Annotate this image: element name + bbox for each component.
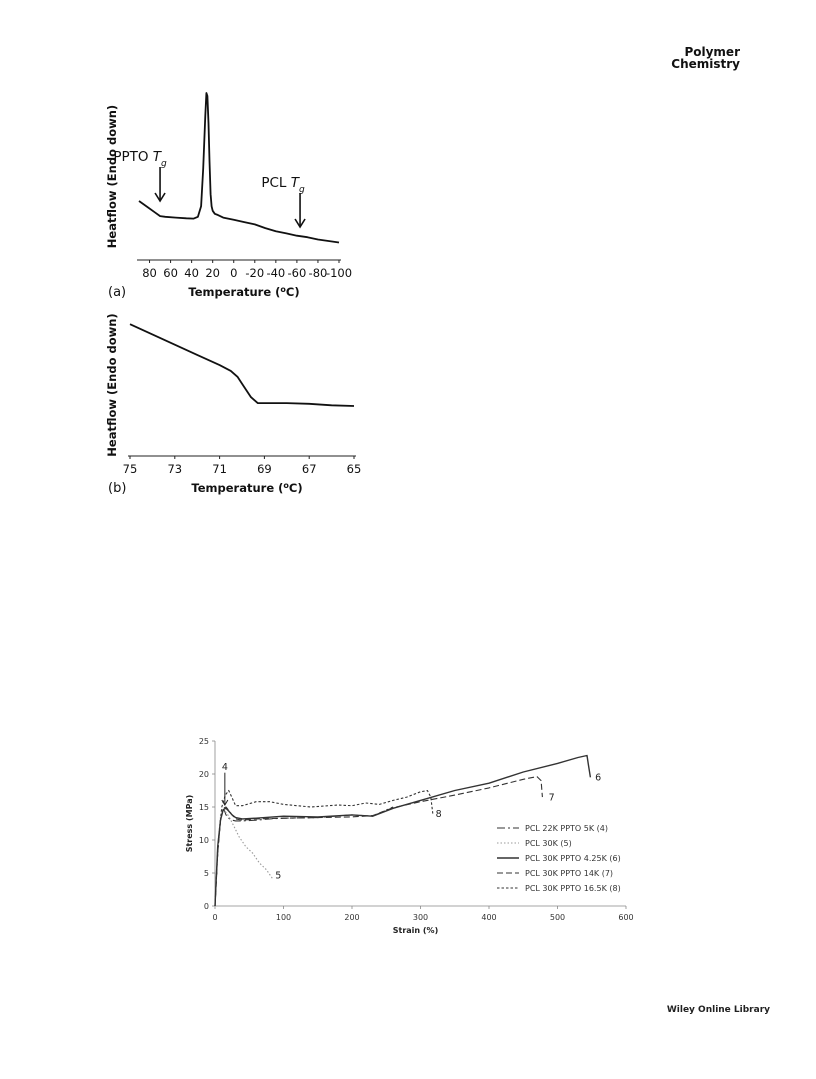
series-line bbox=[214, 810, 274, 907]
legend-entry: PCL 30K PPTO 4.25K (6) bbox=[525, 854, 621, 863]
y-tick-label: 0 bbox=[204, 902, 209, 911]
x-tick-label: 67 bbox=[302, 462, 317, 476]
dsc-panel-a: 80 60 40 20 0 -20 -40 -60 -80-100 Temperature (oC… bbox=[105, 92, 352, 300]
y-tick-label: 20 bbox=[199, 770, 209, 779]
panel-label: (b) bbox=[108, 481, 126, 496]
dsc-curve bbox=[129, 323, 355, 407]
journal-name-line1: Polymer bbox=[684, 45, 740, 59]
x-tick-label: 20 bbox=[205, 266, 220, 280]
series-line bbox=[214, 789, 434, 907]
x-tick-label: -40 bbox=[266, 266, 285, 280]
x-tick-label: -80 bbox=[309, 266, 328, 280]
x-tick-label: 600 bbox=[618, 913, 633, 922]
x-tick-label: 0 bbox=[212, 913, 217, 922]
journal-name: Polymer Chemistry bbox=[671, 46, 740, 70]
x-axis-label: Temperature (oC) bbox=[191, 481, 302, 496]
x-tick-label: 0 bbox=[230, 266, 237, 280]
series-line bbox=[214, 754, 592, 907]
x-tick-label: 60 bbox=[163, 266, 178, 280]
tg-annotation: PCL Tg bbox=[261, 175, 305, 195]
curve-end-label: 5 bbox=[275, 870, 281, 881]
y-axis-label: Heatflow (Endo down) bbox=[105, 105, 119, 248]
dsc-panel-b: 75 73 71 69 67 65 Temperature (oC) Heatflow (En… bbox=[105, 313, 361, 496]
y-axis-label: Stress (MPa) bbox=[185, 795, 194, 853]
legend-entry: PCL 30K (5) bbox=[525, 839, 572, 848]
journal-name-line2: Chemistry bbox=[671, 57, 740, 71]
tg-arrow-head bbox=[294, 218, 306, 229]
x-axis-label: Strain (%) bbox=[393, 926, 438, 935]
y-tick-label: 15 bbox=[199, 803, 209, 812]
y-tick-label: 25 bbox=[199, 737, 209, 746]
series-line bbox=[214, 806, 394, 907]
footer-brand: Wiley Online Library bbox=[666, 1005, 770, 1015]
x-tick-label: 65 bbox=[347, 462, 362, 476]
x-tick-label: 300 bbox=[413, 913, 428, 922]
y-axis-label: Heatflow (Endo down) bbox=[105, 313, 119, 456]
curve-end-label: 6 bbox=[595, 773, 601, 784]
x-tick-label: 80 bbox=[142, 266, 157, 280]
tg-annotation: PPTO Tg bbox=[113, 149, 167, 169]
x-tick-label: 40 bbox=[184, 266, 199, 280]
x-axis-label: Temperature (oC) bbox=[188, 285, 299, 300]
panel-label: (a) bbox=[108, 285, 126, 300]
tg-arrow-head bbox=[154, 192, 166, 203]
legend-entry: PCL 30K PPTO 16.5K (8) bbox=[525, 884, 621, 893]
x-tick-label: 75 bbox=[123, 462, 138, 476]
curve-end-label: 8 bbox=[436, 809, 442, 820]
x-tick-label: -20 bbox=[245, 266, 264, 280]
curve-end-label: 7 bbox=[549, 792, 555, 803]
curve-end-label: 4 bbox=[222, 762, 228, 773]
x-tick-label: -60 bbox=[287, 266, 306, 280]
stress-strain-chart: 0 100 200 300 400 500 600 0 5 10 15 20 25 Strain (%) S… bbox=[185, 737, 634, 935]
y-tick-label: 5 bbox=[204, 869, 209, 878]
x-tick-label: 200 bbox=[344, 913, 359, 922]
x-tick-label: 500 bbox=[550, 913, 565, 922]
y-tick-label: 10 bbox=[199, 836, 209, 845]
x-tick-label: 73 bbox=[167, 462, 182, 476]
x-tick-label: 71 bbox=[212, 462, 227, 476]
dsc-curve bbox=[138, 92, 340, 244]
label-arrow-head bbox=[221, 799, 229, 806]
x-tick-label: 69 bbox=[257, 462, 272, 476]
x-tick-label: 400 bbox=[481, 913, 496, 922]
legend-entry: PCL 22K PPTO 5K (4) bbox=[525, 824, 608, 833]
x-tick-label: 100 bbox=[276, 913, 291, 922]
legend-entry: PCL 30K PPTO 14K (7) bbox=[525, 869, 613, 878]
x-tick-label: -100 bbox=[326, 266, 352, 280]
series-line bbox=[214, 776, 543, 907]
